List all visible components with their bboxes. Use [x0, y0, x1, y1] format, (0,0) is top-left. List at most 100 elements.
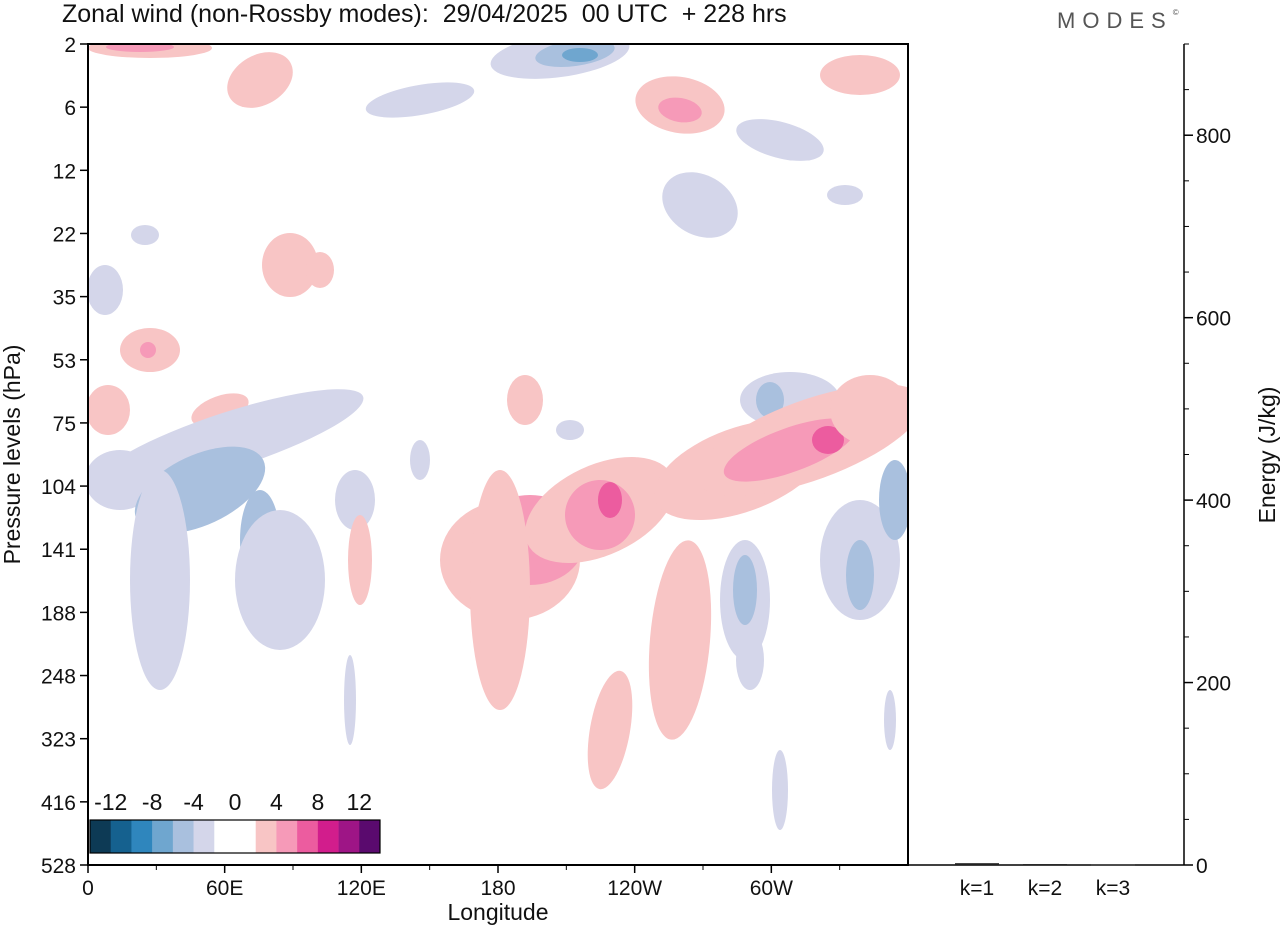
energy-tick-label: 800 — [1196, 125, 1231, 148]
colorbar: -12 -8 -4 0 4 8 12 — [89, 789, 381, 854]
x-tick-label: 120E — [337, 877, 386, 900]
colorbar-swatch — [276, 820, 298, 853]
y-tick-label: 416 — [41, 792, 76, 815]
contour-region — [410, 440, 430, 480]
contour-region — [344, 655, 356, 745]
contour-region — [235, 510, 325, 650]
contour-region — [733, 555, 757, 625]
y-tick-label: 248 — [41, 666, 76, 689]
colorbar-swatch — [235, 820, 257, 853]
y-tick-label: 12 — [53, 160, 76, 183]
y-tick-label: 35 — [53, 287, 76, 310]
contour-region — [820, 55, 900, 95]
colorbar-label: 12 — [346, 789, 372, 815]
y-tick-label: 22 — [53, 223, 76, 246]
y-tick-label: 6 — [64, 97, 76, 120]
energy-tick-label: 200 — [1196, 673, 1231, 696]
contour-region — [96, 389, 364, 491]
logo-text: MODES — [1057, 8, 1173, 33]
y-tick-label: 141 — [41, 539, 76, 562]
y-tick-label: 528 — [41, 855, 76, 878]
x-tick-label: 180 — [480, 877, 515, 900]
contour-region — [846, 540, 874, 610]
contour-region — [830, 375, 908, 445]
contour-region — [106, 44, 174, 52]
contour-region — [507, 375, 543, 425]
colorbar-label: 4 — [270, 789, 283, 815]
contour-region — [662, 172, 738, 238]
colorbar-swatch — [214, 820, 236, 853]
contour-region — [140, 342, 156, 358]
contour-region — [88, 450, 155, 510]
colorbar-label: -8 — [142, 789, 162, 815]
colorbar-label: 0 — [229, 789, 242, 815]
colorbar-swatch — [317, 820, 339, 853]
y-tick-label: 2 — [64, 34, 76, 57]
energy-axis-label: Energy (J/kg) — [1254, 387, 1280, 524]
colorbar-swatch — [90, 820, 112, 853]
contour-region — [131, 225, 159, 245]
contour-region — [365, 82, 475, 118]
contour-region — [306, 252, 334, 288]
colorbar-swatch — [152, 820, 174, 853]
contour-region — [130, 470, 190, 690]
contour-region — [736, 630, 764, 690]
energy-tick-label: 600 — [1196, 308, 1231, 331]
y-axis-label: Pressure levels (hPa) — [0, 345, 25, 565]
colorbar-swatch — [297, 820, 319, 853]
contour-region — [598, 482, 622, 518]
contour-region — [262, 233, 318, 297]
contour-region — [884, 690, 896, 750]
contour-region — [658, 97, 702, 123]
contour-region — [756, 382, 784, 418]
y-tick-label: 53 — [53, 350, 76, 373]
contour-region — [812, 426, 844, 454]
energy-bars: 0 200 400 600 800 k=1 k=2 k=3 Energy (J/kg) — [908, 43, 1280, 900]
colorbar-swatch — [359, 820, 381, 853]
energy-tick-label: 0 — [1196, 855, 1208, 878]
colorbar-label: 8 — [311, 789, 324, 815]
energy-category-label: k=1 — [960, 877, 994, 900]
contour-region — [335, 470, 375, 530]
energy-category-label: k=2 — [1028, 877, 1062, 900]
contour-region — [736, 119, 824, 161]
contour-region — [470, 470, 530, 710]
contour-region — [348, 515, 372, 605]
y-tick-label: 104 — [41, 476, 76, 499]
x-tick-label: 60E — [206, 877, 243, 900]
energy-bar — [1091, 864, 1135, 866]
x-tick-label: 120W — [607, 877, 662, 900]
contour-region — [587, 670, 633, 790]
x-tick-label: 0 — [82, 877, 94, 900]
energy-bar — [955, 863, 999, 865]
chart-title: Zonal wind (non-Rossby modes): 29/04/202… — [62, 0, 787, 28]
y-tick-label: 188 — [41, 602, 76, 625]
contour-region — [227, 52, 293, 108]
colorbar-label: -4 — [183, 789, 204, 815]
contour-region — [88, 385, 130, 435]
colorbar-swatch — [255, 820, 277, 853]
contour-region — [648, 540, 712, 740]
contour-region — [562, 48, 598, 62]
x-tick-label: 60W — [750, 877, 793, 900]
contour-region — [772, 750, 788, 830]
colorbar-frame — [89, 819, 381, 854]
x-axis-label: Longitude — [447, 899, 548, 925]
energy-tick-label: 400 — [1196, 490, 1231, 513]
colorbar-swatch — [172, 820, 194, 853]
y-tick-label: 75 — [53, 413, 76, 436]
contour-region — [556, 420, 584, 440]
contour-region — [88, 265, 123, 315]
y-tick-label: 323 — [41, 729, 76, 752]
colorbar-swatch — [338, 820, 360, 853]
contour-region — [879, 460, 908, 540]
energy-bar — [1023, 864, 1067, 866]
colorbar-swatch — [110, 820, 132, 853]
contour-region — [827, 185, 863, 205]
colorbar-swatch — [193, 820, 215, 853]
energy-category-label: k=3 — [1096, 877, 1130, 900]
colorbar-swatch — [131, 820, 153, 853]
colorbar-label: -12 — [94, 789, 127, 815]
